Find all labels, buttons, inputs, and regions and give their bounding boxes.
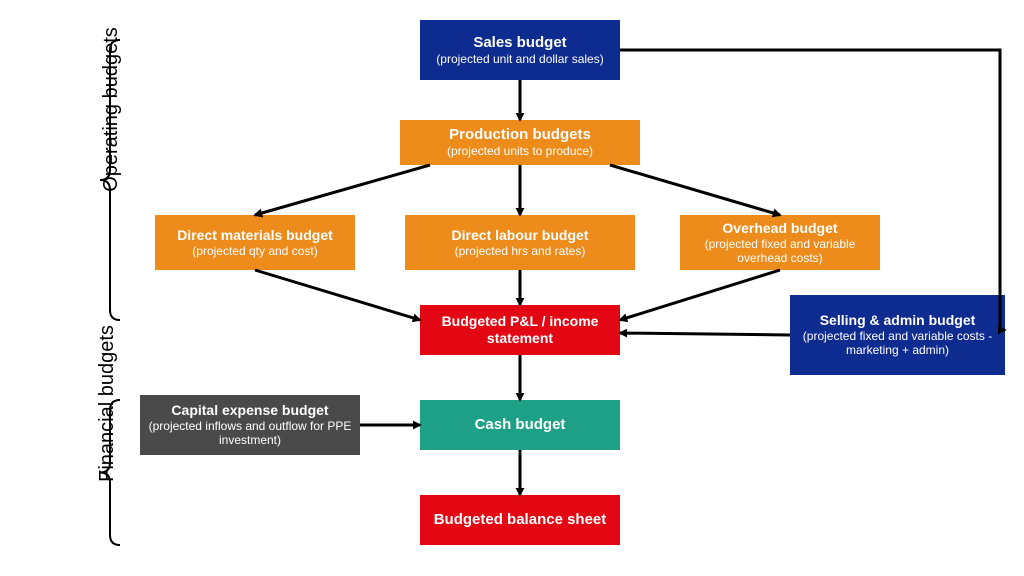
node-sub: (projected unit and dollar sales) (436, 52, 603, 66)
node-sub: (projected qty and cost) (192, 244, 317, 258)
node-sales-budget: Sales budget (projected unit and dollar … (420, 20, 620, 80)
node-sub: (projected fixed and variable overhead c… (688, 237, 872, 266)
node-title: Direct materials budget (177, 227, 333, 244)
node-selling-admin-budget: Selling & admin budget (projected fixed … (790, 295, 1005, 375)
node-title: Direct labour budget (452, 227, 589, 244)
node-title: Production budgets (449, 126, 591, 144)
node-cash-budget: Cash budget (420, 400, 620, 450)
node-overhead-budget: Overhead budget (projected fixed and var… (680, 215, 880, 270)
node-sub: (projected hrs and rates) (455, 244, 586, 258)
section-label-financial: Financial budgets (95, 325, 118, 482)
node-title: Sales budget (473, 34, 566, 52)
node-sub: (projected inflows and outflow for PPE i… (148, 419, 352, 448)
node-direct-labour: Direct labour budget (projected hrs and … (405, 215, 635, 270)
node-production-budgets: Production budgets (projected units to p… (400, 120, 640, 165)
flowchart-overlay (0, 0, 1024, 576)
node-title: Budgeted balance sheet (434, 511, 607, 529)
node-sub: (projected fixed and variable costs - ma… (798, 329, 997, 358)
node-budgeted-pl: Budgeted P&L / income statement (420, 305, 620, 355)
node-title: Cash budget (475, 416, 566, 434)
node-title: Budgeted P&L / income statement (428, 313, 612, 347)
section-label-operating: Operating budgets (99, 27, 122, 192)
node-title: Selling & admin budget (820, 312, 976, 329)
node-capital-expense-budget: Capital expense budget (projected inflow… (140, 395, 360, 455)
node-sub: (projected units to produce) (447, 144, 593, 158)
node-title: Overhead budget (722, 220, 837, 237)
node-direct-materials: Direct materials budget (projected qty a… (155, 215, 355, 270)
node-title: Capital expense budget (171, 402, 328, 419)
node-budgeted-balance-sheet: Budgeted balance sheet (420, 495, 620, 545)
